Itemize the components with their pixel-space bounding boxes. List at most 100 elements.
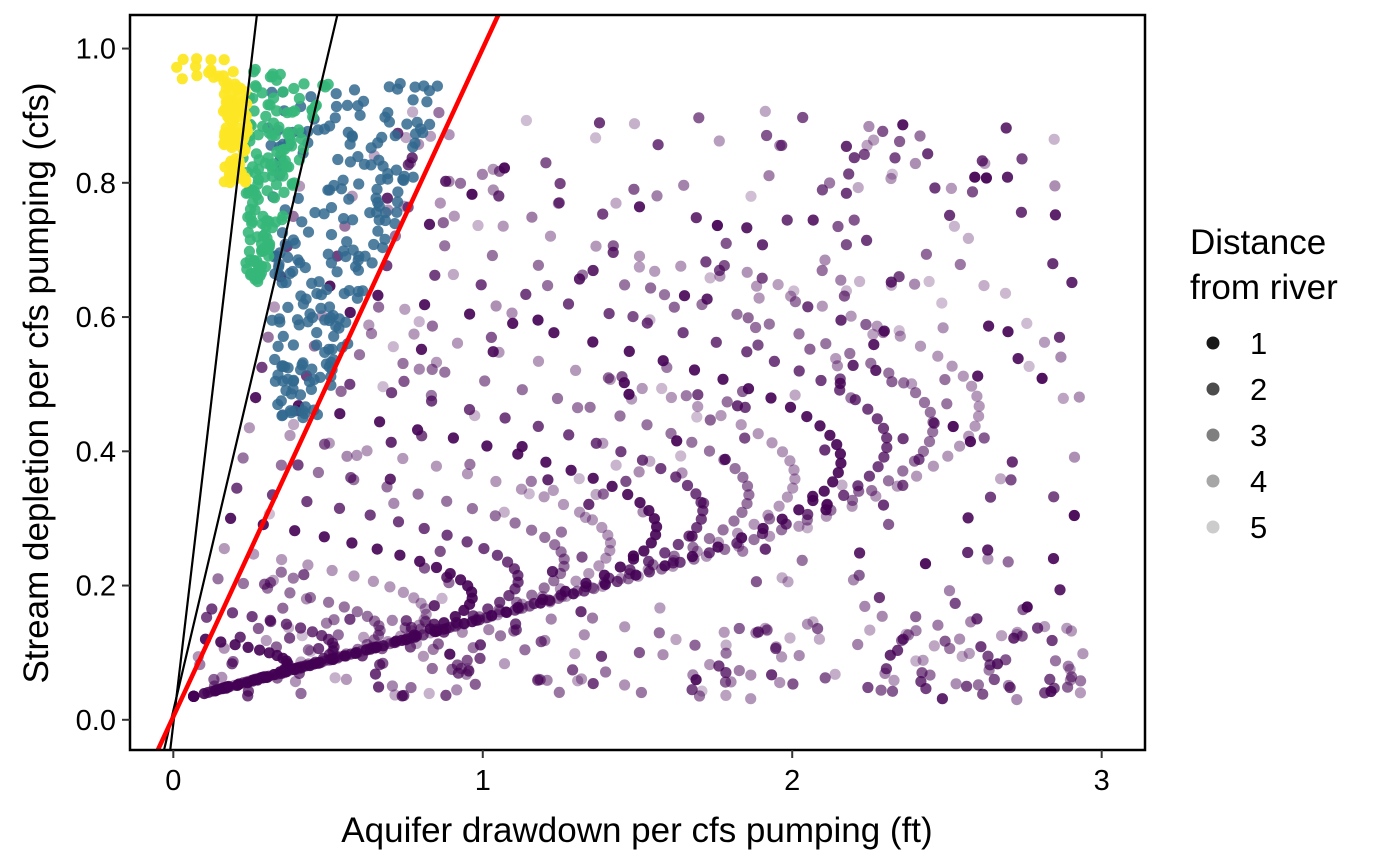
purple-point [816,264,828,277]
purple-point [924,406,936,418]
purple-point [1002,326,1014,338]
purple-point [787,482,799,494]
purple-point [827,476,839,488]
reference-line_2 [162,14,339,751]
purple-point [1061,622,1073,634]
purple-point [1021,601,1033,613]
purple-point [423,687,435,700]
purple-point [242,685,254,697]
purple-point [1054,584,1066,596]
purple-point [700,256,712,268]
purple-point [388,497,400,509]
purple-point [1000,654,1012,666]
purple-point [463,665,475,677]
purple-point [296,630,308,642]
green-point [278,186,290,198]
purple-point [399,303,411,315]
purple-point [397,586,409,599]
yellow-point [234,82,247,94]
blue-point [352,264,364,276]
purple-point [962,232,975,244]
purple-point [419,603,431,615]
blue-point [373,214,385,226]
purple-point [862,403,874,415]
purple-point [862,681,874,694]
purple-point [506,307,518,319]
purple-point [340,673,352,686]
purple-point [306,626,318,638]
purple-point [404,641,416,653]
purple-point [793,650,805,662]
purple-point [415,343,428,355]
yellow-point [176,73,188,85]
blue-point [329,112,341,124]
purple-point [719,543,731,556]
yellow-point [227,66,239,78]
purple-point [1066,671,1078,683]
purple-point [516,602,528,614]
purple-point [532,674,544,686]
yellow-point [203,67,215,79]
purple-point [945,182,958,194]
purple-point [418,522,430,535]
purple-point [551,392,564,405]
purple-point [397,357,409,370]
purple-point [649,265,661,277]
purple-point [922,148,934,160]
yellow-point [190,60,202,72]
purple-point [610,197,622,209]
purple-point [1016,153,1028,165]
purple-point [871,413,883,425]
green-point [246,215,258,227]
purple-point [466,188,478,200]
purple-point [604,544,616,557]
blue-point [373,154,385,166]
purple-point [733,622,745,635]
y-axis-title: Stream depletion per cfs pumping (cfs) [17,82,56,683]
purple-point [441,529,453,541]
purple-point [687,541,699,554]
purple-point [983,320,995,332]
purple-point [604,537,617,549]
yellow-point [222,100,234,112]
green-point [251,231,263,243]
purple-point [507,317,519,329]
purple-point [686,530,698,542]
purple-point [394,549,406,561]
purple-point [547,484,559,496]
purple-point [957,370,969,382]
purple-point [719,453,731,465]
purple-point [590,437,602,449]
purple-point [270,641,282,653]
purple-point [478,543,490,555]
purple-point [587,472,599,484]
green-point [288,82,300,95]
purple-point [627,311,639,323]
purple-point [819,254,831,266]
purple-point [532,420,544,432]
purple-point [668,301,680,313]
purple-point [588,583,600,595]
purple-point [437,217,449,229]
yellow-point [205,54,217,66]
purple-point [1004,681,1016,694]
purple-point [807,490,819,502]
x-tick-label: 3 [1094,765,1110,797]
purple-point [188,690,200,702]
blue-point [296,359,308,371]
purple-point [398,375,410,387]
purple-point [656,563,668,575]
blue-point [371,183,383,195]
purple-point [1000,122,1012,134]
purple-point [801,411,813,423]
purple-point [463,404,476,416]
purple-point [492,609,504,621]
green-point [247,161,259,173]
purple-point [910,655,922,667]
purple-point [443,175,455,187]
purple-point [644,455,656,467]
purple-point [894,330,906,342]
purple-point [302,644,314,656]
y-axis: 0.0 0.2 0.4 0.6 0.8 1.0 [76,34,130,737]
yellow-point [228,124,240,136]
